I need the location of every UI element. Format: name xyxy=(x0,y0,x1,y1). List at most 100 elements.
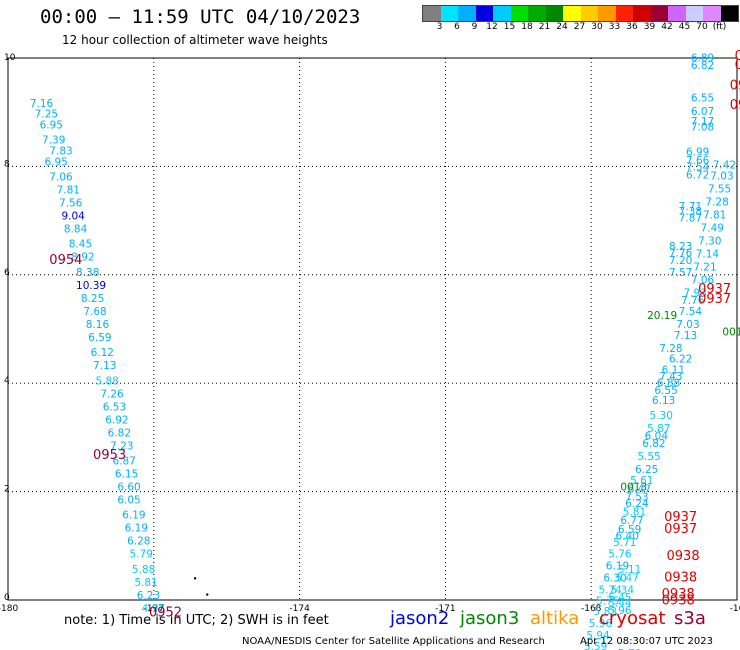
swh-observation: 8.16 xyxy=(86,319,110,331)
swh-observation: 5.75 xyxy=(596,595,619,607)
swh-observation: 5.76 xyxy=(608,549,632,561)
swh-observation: 5.55 xyxy=(637,451,660,463)
swh-observation: 7.49 xyxy=(701,222,724,234)
swh-observation: 7.76 xyxy=(669,247,693,259)
swh-observation: 6.11 xyxy=(662,364,685,376)
swh-observation: 6.95 xyxy=(40,119,63,131)
legend-swatch xyxy=(650,6,668,21)
swh-observation: 6.24 xyxy=(625,498,649,510)
pass-time-label: 0937 xyxy=(664,522,697,537)
swh-observation: 6.15 xyxy=(115,469,138,481)
swh-observation: 6.22 xyxy=(669,354,692,366)
swh-observation: 5.70 xyxy=(618,648,641,650)
swh-observation: 7.53 xyxy=(625,491,648,503)
pass-time-label: 0940 xyxy=(730,78,740,93)
swh-observation: 6.25 xyxy=(635,464,658,476)
swh-observation: 5.61 xyxy=(630,475,653,487)
swh-observation: 7.28 xyxy=(659,343,682,355)
pass-time-label: 0940 xyxy=(735,58,740,73)
pass-time-label: 0952 xyxy=(149,605,182,620)
swh-observation: 6.95 xyxy=(44,156,67,168)
swh-observation: 7.20 xyxy=(669,255,692,267)
y-tick-label: 0 xyxy=(4,593,10,603)
pass-time-label: 0954 xyxy=(49,253,82,268)
legend-swatch xyxy=(458,6,476,21)
legend-label: 18 xyxy=(521,22,533,32)
swh-observation: 5.74 xyxy=(598,584,622,596)
swh-observation: 5.47 xyxy=(616,573,639,585)
swh-observation: 9.04 xyxy=(61,211,85,223)
swh-observation: 7.25 xyxy=(35,109,58,121)
legend-label: 27 xyxy=(573,22,586,32)
swh-observation: 7.71 xyxy=(679,201,702,213)
swh-observation: 7.38 xyxy=(679,206,702,218)
swh-observation: 8.38 xyxy=(76,267,99,279)
swh-observation: 7.03 xyxy=(676,319,699,331)
swh-observation: 6.55 xyxy=(654,385,677,397)
swh-observation: 7.28 xyxy=(705,196,728,208)
map-frame xyxy=(7,57,738,601)
swh-observation: 5.81 xyxy=(623,506,646,518)
swh-observation: 5.81 xyxy=(134,577,157,589)
swh-observation: 6.55 xyxy=(691,92,714,104)
legend-label: 70 xyxy=(696,22,708,32)
x-tick-label: -177 xyxy=(144,604,164,614)
y-tick-label: 8 xyxy=(4,159,10,169)
swh-observation: 7.14 xyxy=(696,248,720,260)
swh-observation: 6.88 xyxy=(657,377,680,389)
swh-observation: 0013 xyxy=(620,482,647,494)
x-tick-label: -171 xyxy=(435,604,455,614)
pass-time-label: 0938 xyxy=(662,587,695,602)
swh-observation: 7.54 xyxy=(679,306,703,318)
legend-label: 3 xyxy=(436,22,443,32)
swh-observation: 7.83 xyxy=(49,145,72,157)
swh-observation: 7.08 xyxy=(691,122,714,134)
legend-label: 39 xyxy=(643,22,656,32)
satellite-cryosat: cryosat xyxy=(599,608,666,629)
satellite-s3a: s3a xyxy=(674,608,706,629)
legend-swatch xyxy=(580,6,598,21)
swh-observation: 6.77 xyxy=(620,515,643,527)
legend-swatch xyxy=(703,6,721,21)
swh-observation: 7.68 xyxy=(83,306,106,318)
legend-label: 33 xyxy=(608,22,621,32)
swh-observation: 7.13 xyxy=(674,330,697,342)
swh-observation: 5.59 xyxy=(584,641,607,650)
swh-observation: 6.19 xyxy=(122,510,145,522)
swh-observation: 7.93 xyxy=(684,287,707,299)
legend-swatch xyxy=(685,6,703,21)
legend-swatch xyxy=(633,6,651,21)
legend-swatch xyxy=(493,6,511,21)
footer-credit: NOAA/NESDIS Center for Satellite Applica… xyxy=(242,636,545,647)
swh-observation: 8.92 xyxy=(71,252,94,264)
satellite-altika: altika xyxy=(530,608,580,629)
page-subtitle: 12 hour collection of altimeter wave hei… xyxy=(62,33,328,47)
legend-label: (ft) xyxy=(712,22,727,32)
color-legend-labels: 3 6 9 12 15 18 21 24 27 30 33 36 39 42 45 70 (ft) xyxy=(422,22,740,34)
legend-label: 42 xyxy=(661,22,673,32)
x-tick-label: -168 xyxy=(581,604,602,614)
swh-observation: 7.03 xyxy=(710,170,733,182)
legend-swatch xyxy=(440,6,458,21)
swh-observation: 6.72 xyxy=(686,169,709,181)
pass-time-label: 0937 xyxy=(664,510,697,525)
swh-observation: 6.05 xyxy=(117,495,140,507)
swh-observation: 5.96 xyxy=(589,618,613,630)
swh-observation: 5.94 xyxy=(586,630,610,642)
pass-time-label: 0937 xyxy=(698,282,731,297)
swh-observation: 6.59 xyxy=(618,524,641,536)
swh-observation: 7.26 xyxy=(100,388,124,400)
swh-observation: 7.81 xyxy=(57,185,80,197)
swh-observation: 5.11 xyxy=(618,564,641,576)
footer-timestamp: Apr 12 08:30:07 UTC 2023 xyxy=(580,636,713,647)
pass-time-label: 0938 xyxy=(667,549,700,564)
track-dot xyxy=(193,577,197,580)
swh-observation: 6.82 xyxy=(642,438,665,450)
legend-swatch xyxy=(720,6,738,21)
swh-observation: 6.40 xyxy=(616,530,639,542)
swh-observation: 7.42 xyxy=(713,160,736,172)
swh-observation: 6.53 xyxy=(103,401,126,413)
swh-observation: 5.88 xyxy=(132,564,155,576)
swh-observation: 5.88 xyxy=(95,375,118,387)
